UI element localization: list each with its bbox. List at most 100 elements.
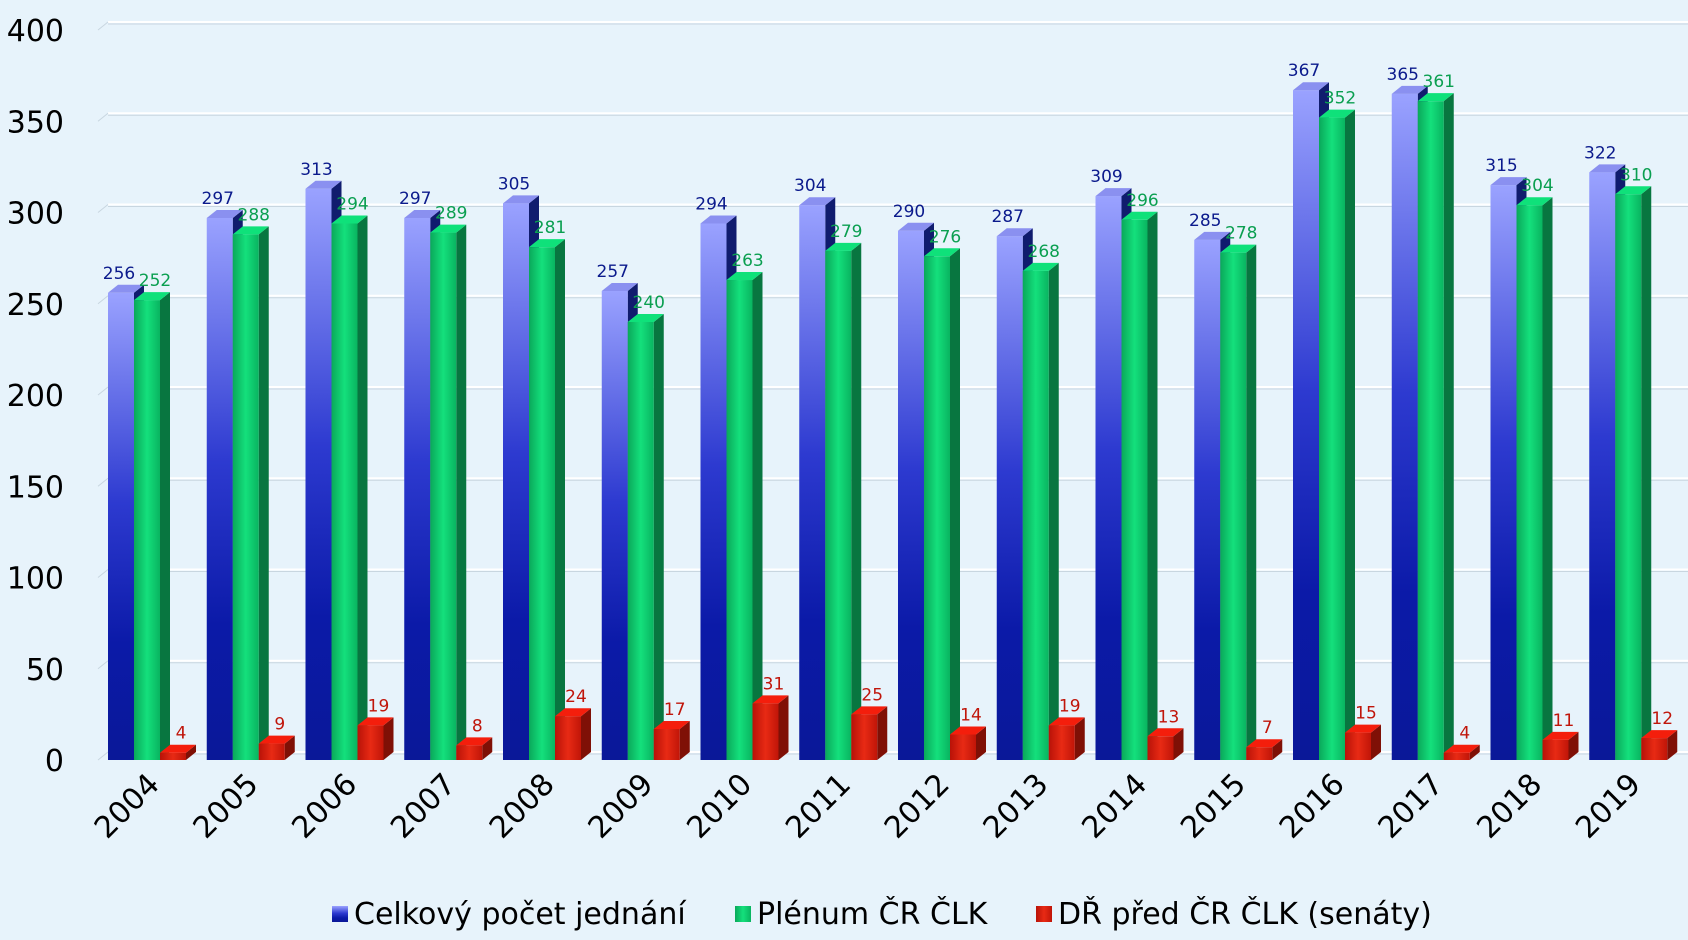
x-tick-label: 2006 xyxy=(285,767,364,846)
bar-front xyxy=(996,236,1023,761)
bar-front xyxy=(1615,194,1642,760)
legend-swatch xyxy=(1036,906,1052,922)
data-label: 12 xyxy=(1651,709,1673,729)
data-label: 352 xyxy=(1324,89,1356,109)
bar-top xyxy=(430,224,467,233)
data-label: 13 xyxy=(1158,707,1180,727)
bar-front xyxy=(134,300,160,760)
data-label: 322 xyxy=(1584,143,1616,163)
y-tick-label: 150 xyxy=(7,470,64,505)
x-tick-label: 2010 xyxy=(680,767,759,846)
bar-top xyxy=(108,284,144,293)
bar xyxy=(950,726,986,760)
bar-top xyxy=(851,706,888,715)
bar-front xyxy=(1095,196,1122,760)
x-tick-label: 2008 xyxy=(483,767,562,846)
bar-side xyxy=(1147,211,1158,761)
y-tick-label: 250 xyxy=(7,288,64,323)
bar-front xyxy=(1194,239,1221,760)
bar-side xyxy=(1542,197,1553,760)
data-label: 4 xyxy=(1459,724,1470,744)
bar xyxy=(529,239,565,761)
data-label: 309 xyxy=(1090,167,1122,187)
bar-side xyxy=(258,226,269,760)
bar xyxy=(1147,728,1184,760)
bar xyxy=(430,224,467,760)
bar-front xyxy=(1147,736,1174,760)
data-label: 9 xyxy=(274,715,285,735)
bar xyxy=(331,215,368,760)
bar xyxy=(726,272,763,760)
bar-front xyxy=(232,234,259,760)
bar-top xyxy=(331,215,368,224)
bar-front xyxy=(924,256,950,760)
y-tick-label: 200 xyxy=(7,379,64,414)
x-tick-label: 2016 xyxy=(1273,767,1352,846)
bar-top xyxy=(1391,85,1428,94)
x-tick-label: 2011 xyxy=(779,767,858,846)
bar-front xyxy=(529,247,555,761)
bar-side xyxy=(877,706,888,760)
bar xyxy=(1417,93,1454,761)
data-label: 365 xyxy=(1387,65,1419,85)
x-tick-label: 2019 xyxy=(1569,767,1648,846)
data-label: 256 xyxy=(103,264,135,284)
bar-side xyxy=(1048,262,1059,760)
bar xyxy=(924,248,960,761)
data-labels: 256 2524297288931329419297289830528124257… xyxy=(103,61,1673,743)
x-axis: 2004 2005 2006 2007 2008 2009 2010 2011 2012 2013… xyxy=(88,767,1648,846)
bar-side xyxy=(1272,739,1283,760)
bar-side xyxy=(976,726,986,760)
bar xyxy=(258,735,295,760)
bar-side xyxy=(456,224,467,760)
legend-swatch xyxy=(332,906,348,922)
x-tick-label: 2018 xyxy=(1470,767,1549,846)
bar-front xyxy=(108,292,134,760)
bar-top xyxy=(1641,730,1678,739)
bar-front xyxy=(430,232,457,760)
bar-top xyxy=(503,195,539,204)
bar-top xyxy=(1147,728,1184,737)
bar-top xyxy=(555,708,591,717)
bar-front xyxy=(160,752,186,760)
bar-front xyxy=(726,280,753,760)
bar-front xyxy=(357,725,384,760)
gridline-depth xyxy=(97,660,109,670)
data-label: 4 xyxy=(176,724,187,744)
bar-front xyxy=(555,716,581,760)
bar-top xyxy=(134,292,170,301)
bar xyxy=(1121,211,1158,761)
bar-front xyxy=(851,714,878,760)
data-label: 8 xyxy=(472,716,483,736)
bar-front xyxy=(331,223,358,760)
data-label: 19 xyxy=(1059,696,1081,716)
bar-front xyxy=(1048,725,1075,760)
bar-front xyxy=(1490,185,1517,760)
bar-front xyxy=(503,203,529,760)
data-label: 367 xyxy=(1288,61,1320,81)
bar-top xyxy=(1246,739,1283,748)
bar-front xyxy=(206,217,233,761)
bar xyxy=(160,744,196,760)
bar xyxy=(1048,717,1085,760)
bar xyxy=(1542,731,1579,760)
x-tick-label: 2009 xyxy=(582,767,661,846)
bar xyxy=(825,242,862,760)
data-label: 361 xyxy=(1423,72,1455,92)
bar-top xyxy=(752,695,789,704)
bar-side xyxy=(555,239,565,761)
bar-front xyxy=(1246,747,1273,760)
x-tick-label: 2004 xyxy=(88,767,167,846)
bar-side xyxy=(357,215,368,760)
bar-side xyxy=(1074,717,1085,760)
bar-side xyxy=(1173,728,1184,760)
data-label: 25 xyxy=(861,685,883,705)
bar xyxy=(134,292,170,760)
bar-top xyxy=(1319,109,1355,118)
bar-top xyxy=(1121,211,1158,220)
gridline-depth xyxy=(97,751,109,761)
bar-side xyxy=(950,248,960,761)
legend-item: Plénum ČR ČLK xyxy=(735,895,989,932)
bars xyxy=(108,82,1678,761)
bar-top xyxy=(700,215,737,224)
